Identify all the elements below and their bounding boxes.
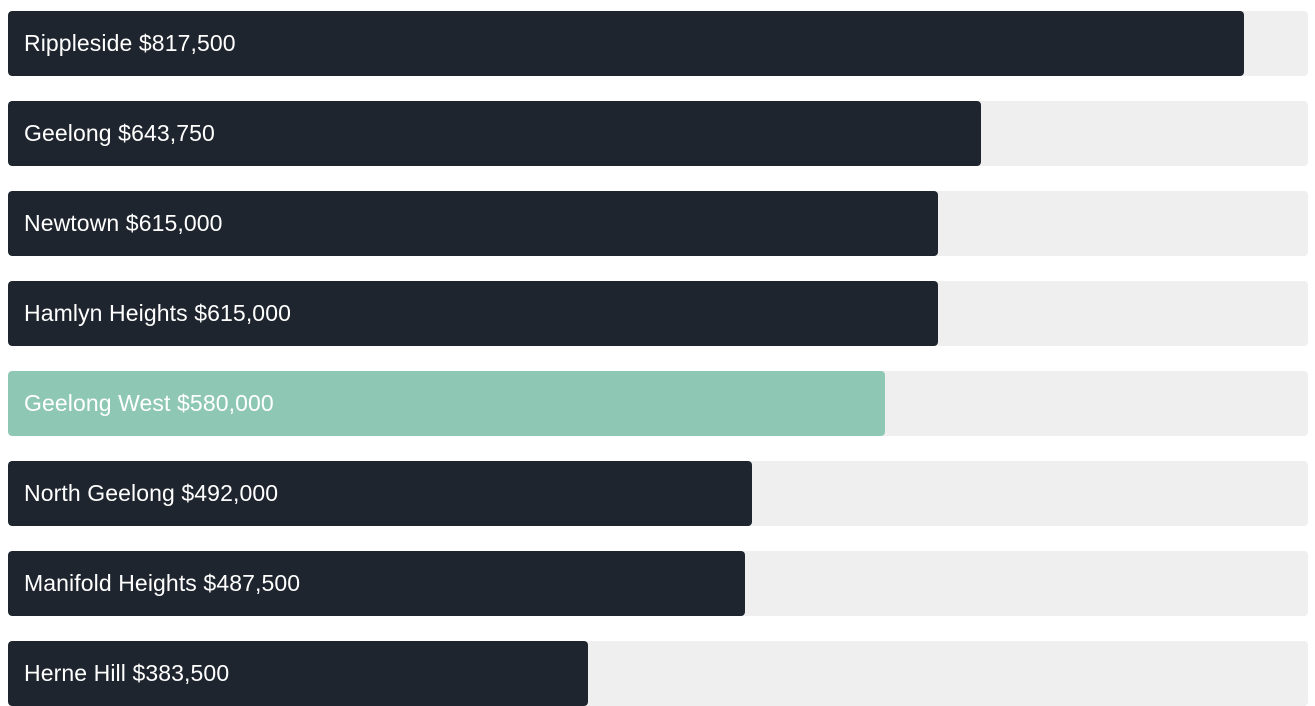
bar-row: Geelong $643,750 bbox=[8, 101, 1308, 166]
bar bbox=[8, 641, 588, 706]
bar-row: Herne Hill $383,500 bbox=[8, 641, 1308, 706]
bar-row: North Geelong $492,000 bbox=[8, 461, 1308, 526]
bar bbox=[8, 101, 981, 166]
suburb-name: Geelong West bbox=[24, 390, 171, 416]
median-price-value: $383,500 bbox=[132, 660, 230, 686]
suburb-name: Geelong bbox=[24, 120, 112, 146]
bar bbox=[8, 551, 745, 616]
bar bbox=[8, 11, 1244, 76]
bar-row: Rippleside $817,500 bbox=[8, 11, 1308, 76]
bar-label: Newtown $615,000 bbox=[24, 191, 223, 256]
suburb-name: Newtown bbox=[24, 210, 120, 236]
bar-label: Geelong $643,750 bbox=[24, 101, 215, 166]
suburb-name: Rippleside bbox=[24, 30, 133, 56]
bar-label: Hamlyn Heights $615,000 bbox=[24, 281, 291, 346]
bar bbox=[8, 191, 938, 256]
median-price-value: $492,000 bbox=[181, 480, 279, 506]
median-price-value: $817,500 bbox=[138, 30, 236, 56]
bar-label: Manifold Heights $487,500 bbox=[24, 551, 300, 616]
median-price-value: $615,000 bbox=[194, 300, 291, 326]
suburb-name: Hamlyn Heights bbox=[24, 300, 188, 326]
suburb-name: Manifold Heights bbox=[24, 570, 197, 596]
suburb-name: North Geelong bbox=[24, 480, 175, 506]
median-price-value: $615,000 bbox=[125, 210, 223, 236]
bar-label: Geelong West $580,000 bbox=[24, 371, 274, 436]
bar-row: Newtown $615,000 bbox=[8, 191, 1308, 256]
bar-label: Rippleside $817,500 bbox=[24, 11, 236, 76]
median-price-value: $487,500 bbox=[203, 570, 301, 596]
bar bbox=[8, 371, 885, 436]
suburb-name: Herne Hill bbox=[24, 660, 126, 686]
median-price-value: $580,000 bbox=[177, 390, 274, 416]
bar-row: Geelong West $580,000 bbox=[8, 371, 1308, 436]
bar-label: Herne Hill $383,500 bbox=[24, 641, 229, 706]
median-price-value: $643,750 bbox=[118, 120, 215, 146]
bar-row: Manifold Heights $487,500 bbox=[8, 551, 1308, 616]
bar-label: North Geelong $492,000 bbox=[24, 461, 278, 526]
bar bbox=[8, 461, 752, 526]
bar-row: Hamlyn Heights $615,000 bbox=[8, 281, 1308, 346]
bar bbox=[8, 281, 938, 346]
